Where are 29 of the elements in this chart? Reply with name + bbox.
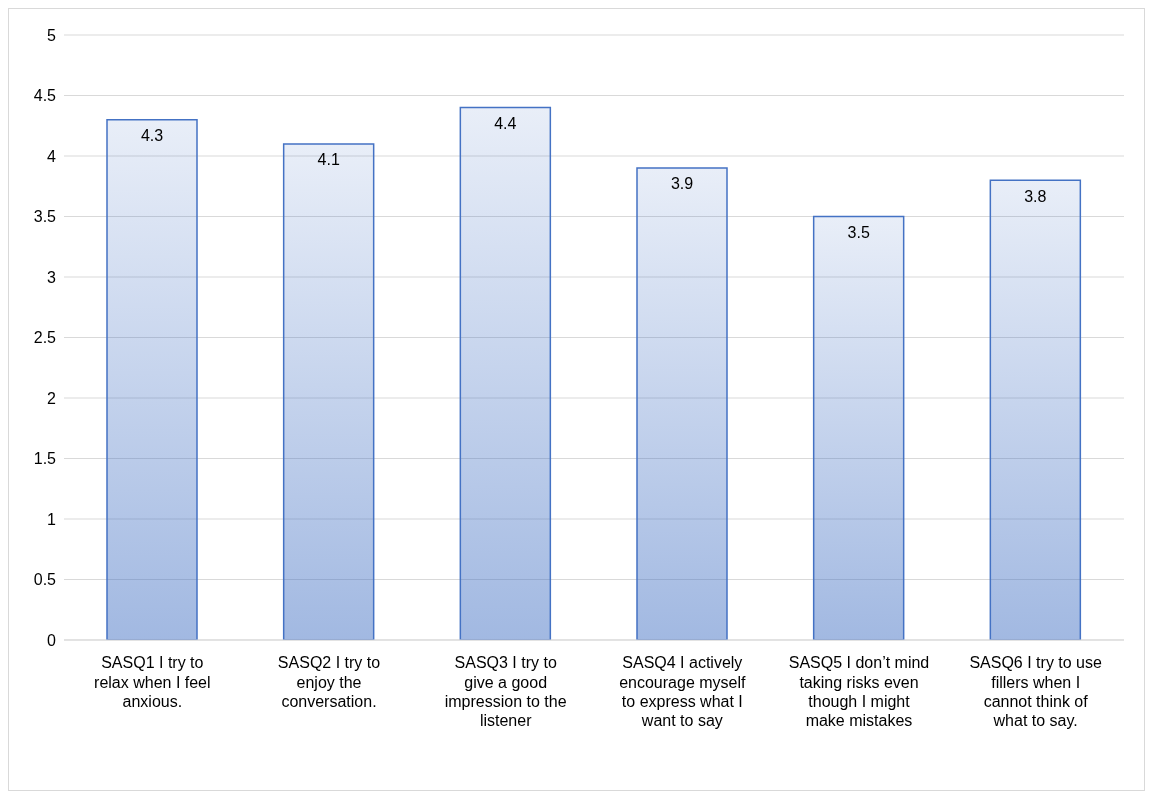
x-tick-label: SASQ4 I actively encourage myself to express what I want to say — [619, 654, 747, 729]
y-tick-label: 2 — [47, 389, 57, 407]
data-label: 4.4 — [494, 114, 517, 132]
x-tick-label: SASQ2 I try to enjoy the conversation. — [277, 654, 381, 710]
x-tick-label: SASQ6 I try to use fillers when I cannot think of what to say. — [969, 654, 1103, 729]
y-tick-label: 3.5 — [33, 208, 57, 226]
bar — [106, 118, 198, 640]
bar — [989, 179, 1082, 640]
data-label: 4.3 — [140, 127, 164, 145]
y-tick-label: 4.5 — [33, 87, 57, 105]
data-label: 3.8 — [1024, 187, 1047, 205]
bar — [636, 167, 728, 640]
y-tick-label: 0 — [47, 631, 57, 649]
y-tick-label: 1 — [47, 510, 57, 528]
y-tick-label: 1.5 — [33, 450, 57, 468]
data-label: 3.5 — [847, 223, 870, 241]
y-tick-label: 2.5 — [33, 329, 57, 347]
bar — [812, 215, 905, 640]
x-tick-label: SASQ3 I try to give a good impression to the listener — [444, 654, 567, 729]
data-label: 3.9 — [670, 175, 694, 193]
y-tick-label: 5 — [47, 26, 57, 44]
data-label: 4.1 — [317, 151, 340, 169]
bar — [459, 106, 552, 640]
x-tick-label: SASQ5 I don’t mind taking risks even though I might make mistakes — [788, 654, 930, 729]
y-tick-label: 0.5 — [33, 571, 57, 589]
y-tick-label: 3 — [47, 268, 57, 286]
y-tick-label: 4 — [47, 147, 57, 165]
bar — [282, 143, 375, 640]
x-tick-label: SASQ1 I try to relax when I feel anxious. — [94, 654, 211, 710]
